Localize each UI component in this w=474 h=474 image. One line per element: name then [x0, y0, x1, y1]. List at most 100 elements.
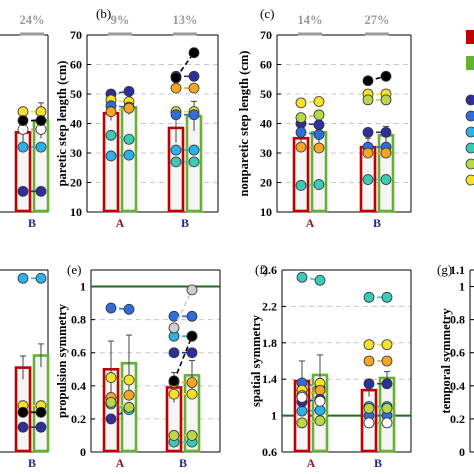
subject-point: [295, 97, 307, 109]
subject-point: [105, 396, 117, 408]
subject-point: [313, 179, 325, 190]
subject-point: [362, 126, 374, 138]
legend-swatch: [466, 30, 474, 44]
subject-point: [313, 142, 325, 154]
y-axis-label: temporal symmetry: [439, 308, 453, 414]
panel-label: (g): [437, 262, 452, 277]
subject-point: [381, 402, 393, 414]
category-label: A: [116, 216, 125, 230]
y-tick-label: 50: [70, 87, 82, 101]
percentage-label: 14%: [298, 13, 323, 27]
subject-point: [363, 339, 375, 351]
subject-point: [295, 126, 307, 138]
percentage-label: 27%: [365, 13, 390, 27]
legend-marker: [465, 158, 474, 170]
subject-point: [380, 147, 392, 159]
subject-point: [105, 150, 117, 162]
subject-point: [295, 112, 307, 123]
subject-point: [123, 85, 135, 97]
subject-point: [168, 430, 180, 441]
subject-point: [168, 375, 180, 387]
subject-point: [296, 271, 308, 283]
category-label: B: [28, 456, 36, 470]
y-tick-label: 2.2: [262, 299, 277, 313]
y-tick-label: 20: [70, 176, 82, 190]
subject-point: [168, 388, 180, 400]
panel-label: (b): [96, 6, 111, 21]
y-tick-label: 0.6: [262, 445, 277, 459]
subject-point: [363, 378, 375, 390]
y-tick-label: 60: [70, 58, 82, 72]
subject-point: [188, 156, 200, 168]
y-tick-label: 50: [260, 87, 272, 101]
subject-point: [17, 272, 29, 284]
y-tick-label: 1.4: [262, 372, 277, 386]
y-axis-label: nonparetic step length (cm): [237, 51, 251, 197]
panel-label: (f): [255, 262, 268, 277]
subject-point: [363, 402, 375, 414]
y-tick-label: 60: [260, 58, 272, 72]
subject-point: [380, 126, 392, 138]
y-tick-label: 0.6: [71, 346, 86, 360]
percentage-label: 13%: [173, 13, 198, 27]
legend-swatch: [466, 56, 474, 70]
y-tick-label: 1: [459, 280, 465, 294]
category-label: B: [373, 216, 381, 230]
subject-point: [170, 72, 182, 84]
subject-point: [186, 377, 198, 388]
subject-point: [168, 322, 180, 334]
subject-point: [170, 109, 182, 121]
category-label: A: [306, 216, 315, 230]
y-tick-label: 1.8: [262, 336, 277, 350]
y-tick-label: 10: [70, 205, 82, 219]
y-tick-label: 30: [70, 146, 82, 160]
chart-panel: (b) paretic step length (cm) 10 20 30 40 50 60 7…: [55, 6, 219, 230]
legend-marker: [465, 94, 474, 106]
y-tick-label: 0.6: [450, 346, 465, 360]
subject-point: [17, 421, 29, 433]
category-label: B: [181, 216, 189, 230]
y-tick-label: 0.8: [71, 313, 86, 327]
subject-point: [123, 149, 135, 161]
subject-point: [380, 70, 392, 82]
subject-point: [170, 82, 182, 94]
subject-point: [105, 413, 117, 425]
subject-point: [186, 430, 198, 441]
y-tick-label: 1.1: [450, 263, 465, 277]
chart-panel: B: [0, 269, 50, 470]
subject-point: [186, 388, 198, 400]
legend-marker: [465, 142, 474, 154]
panel-label: (c): [260, 6, 274, 21]
subject-point: [314, 395, 326, 407]
subject-point: [362, 94, 374, 106]
subject-point: [35, 272, 47, 284]
subject-connector: [173, 335, 193, 382]
subject-point: [363, 291, 375, 303]
y-tick-label: 40: [70, 117, 82, 131]
subject-point: [362, 174, 374, 185]
subject-point: [105, 372, 117, 383]
category-label: A: [307, 456, 316, 470]
subject-point: [363, 355, 375, 367]
subject-point: [363, 417, 375, 429]
y-tick-label: 2.6: [262, 263, 277, 277]
y-tick-label: 0: [459, 445, 465, 459]
y-axis-label: spatial symmetry: [249, 314, 263, 407]
subject-point: [296, 405, 308, 417]
subject-point: [17, 185, 29, 197]
percentage-label: 9%: [111, 13, 130, 27]
subject-point: [123, 133, 135, 145]
subject-point: [381, 417, 393, 429]
subject-point: [295, 141, 307, 153]
subject-point: [314, 404, 326, 416]
subject-point: [188, 47, 200, 59]
subject-point: [188, 82, 200, 94]
subject-point: [313, 129, 325, 140]
category-label: B: [179, 456, 187, 470]
subject-connector: [173, 289, 193, 329]
y-tick-label: 70: [70, 28, 82, 42]
subject-point: [17, 115, 29, 126]
y-tick-label: 0: [80, 445, 86, 459]
subject-point: [105, 129, 117, 141]
y-axis-label: propulsion symmetry: [55, 303, 69, 418]
